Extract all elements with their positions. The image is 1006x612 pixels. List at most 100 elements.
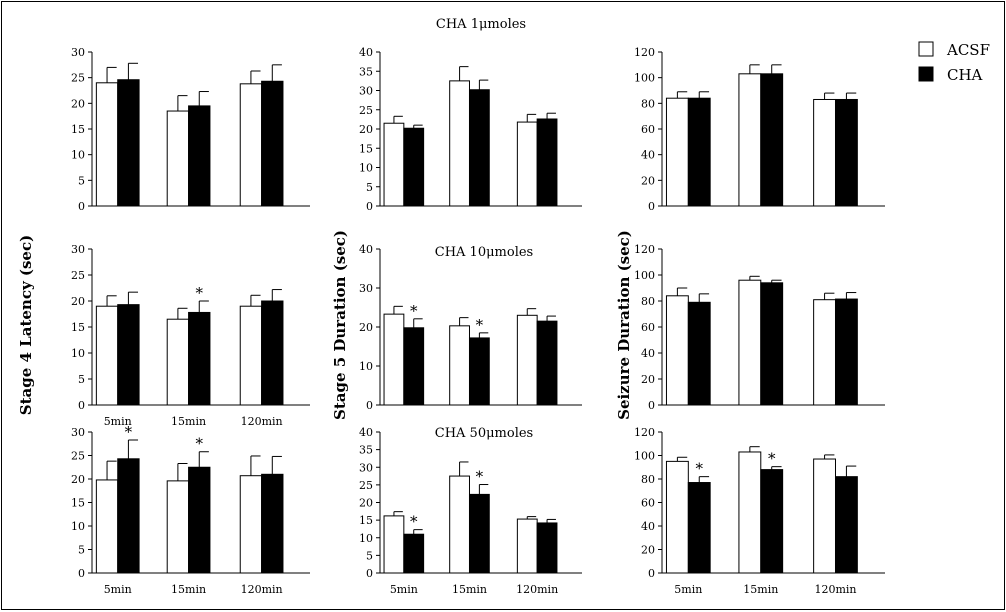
y-tick-label: 0: [648, 399, 655, 412]
y-tick-label: 60: [641, 123, 655, 136]
y-tick-label: 5: [78, 174, 85, 187]
bar-acsf-0: [383, 515, 405, 574]
significance-star: *: [476, 316, 484, 334]
bar-acsf-0: [95, 82, 119, 207]
ylabel-stage5-duration: Stage 5 Duration (sec): [331, 230, 349, 420]
legend-acsf-swatch: [918, 41, 934, 57]
significance-star: *: [196, 435, 204, 453]
y-tick-label: 15: [359, 514, 373, 527]
bar-cha-1: [468, 493, 490, 574]
bar-acsf-1: [738, 73, 762, 207]
y-tick-label: 10: [71, 520, 85, 533]
y-tick-label: 0: [648, 567, 655, 580]
y-tick-label: 0: [366, 567, 373, 580]
bar-acsf-1: [166, 318, 190, 406]
bar-cha-1: [760, 469, 784, 574]
y-tick-label: 40: [641, 520, 655, 533]
bar-cha-1: [760, 73, 784, 207]
y-tick-label: 120: [634, 426, 655, 439]
ylabel-stage4-latency: Stage 4 Latency (sec): [17, 235, 35, 415]
bar-cha-2: [536, 118, 558, 207]
bar-acsf-2: [239, 475, 263, 574]
bar-acsf-0: [383, 313, 405, 406]
x-tick-label: 120min: [814, 583, 856, 596]
bar-acsf-0: [383, 122, 405, 207]
legend-cha-label: CHA: [947, 66, 983, 84]
y-tick-label: 25: [359, 104, 373, 117]
chart-panels: 0510152025300510152025303540020406080100…: [71, 46, 885, 596]
x-tick-label: 15min: [171, 583, 206, 596]
bar-cha-2: [261, 80, 284, 207]
bar-cha-1: [760, 282, 784, 406]
bar-acsf-2: [516, 121, 538, 207]
y-tick-label: 0: [366, 399, 373, 412]
bar-cha-0: [117, 304, 140, 406]
chart-panel-r1-c1: 0 10 20 30 40 * *: [359, 243, 582, 412]
bar-acsf-0: [665, 97, 689, 207]
x-tick-label: 120min: [241, 415, 283, 428]
x-tick-label: 5min: [104, 583, 132, 596]
x-tick-label: 15min: [171, 415, 206, 428]
y-tick-label: 30: [71, 46, 85, 59]
ylabel-seizure-duration: Seizure Duration (sec): [615, 230, 633, 420]
y-tick-label: 5: [78, 373, 85, 386]
y-tick-label: 10: [359, 162, 373, 175]
bar-cha-2: [536, 320, 558, 406]
y-tick-label: 20: [359, 497, 373, 510]
chart-panel-r0-c1: 0 5 10 15 20 25 30 35 40: [359, 46, 582, 213]
y-tick-label: 30: [359, 461, 373, 474]
bar-acsf-2: [813, 299, 836, 406]
y-tick-label: 40: [359, 426, 373, 439]
bar-cha-2: [834, 298, 858, 406]
bar-acsf-2: [813, 458, 836, 574]
y-tick-label: 20: [71, 295, 85, 308]
bar-cha-2: [261, 473, 284, 574]
bar-cha-0: [403, 127, 425, 207]
y-tick-label: 15: [71, 321, 85, 334]
y-tick-label: 25: [71, 450, 85, 463]
y-tick-label: 25: [71, 269, 85, 282]
title-cha-50: CHA 50μmoles: [435, 426, 533, 441]
bar-cha-2: [834, 98, 858, 207]
x-tick-label: 120min: [516, 583, 558, 596]
bar-cha-1: [188, 311, 211, 406]
bar-cha-0: [687, 482, 711, 574]
chart-panel-r2-c1: 0 5 10 15 20 25 30 35 40 * * 5min 15min 120min: [359, 426, 582, 596]
bar-acsf-1: [738, 279, 762, 406]
y-tick-label: 35: [359, 65, 373, 78]
x-tick-label: 5min: [104, 415, 132, 428]
bar-cha-2: [834, 476, 858, 574]
significance-star: *: [695, 460, 703, 478]
y-tick-label: 60: [641, 497, 655, 510]
chart-panel-r2-c2: 0 20 40 60 80 100 120 * * 5min 15min 120min: [634, 426, 885, 596]
legend: ACSF CHA: [918, 41, 990, 84]
y-tick-label: 80: [641, 295, 655, 308]
bar-acsf-1: [449, 80, 470, 207]
bar-cha-1: [188, 466, 211, 574]
y-tick-label: 40: [641, 347, 655, 360]
y-tick-label: 120: [634, 243, 655, 256]
bar-acsf-2: [239, 83, 263, 207]
y-tick-label: 40: [359, 243, 373, 256]
y-tick-label: 0: [78, 567, 85, 580]
bar-acsf-2: [516, 518, 538, 574]
bar-cha-1: [468, 89, 490, 207]
y-tick-label: 20: [71, 473, 85, 486]
bar-acsf-2: [239, 305, 263, 406]
legend-acsf-label: ACSF: [946, 41, 990, 59]
bar-cha-0: [117, 458, 140, 574]
significance-star: *: [768, 450, 776, 468]
legend-cha-swatch: [918, 66, 934, 82]
bar-cha-2: [536, 522, 558, 574]
y-tick-label: 25: [359, 479, 373, 492]
y-tick-label: 120: [634, 46, 655, 59]
y-tick-label: 35: [359, 444, 373, 457]
y-tick-label: 0: [78, 200, 85, 213]
bar-acsf-1: [449, 475, 470, 574]
y-tick-label: 20: [71, 97, 85, 110]
bar-acsf-0: [665, 295, 689, 406]
bar-cha-1: [468, 337, 490, 406]
y-tick-label: 30: [359, 85, 373, 98]
bar-cha-0: [117, 79, 140, 207]
title-cha-10: CHA 10μmoles: [435, 245, 533, 260]
